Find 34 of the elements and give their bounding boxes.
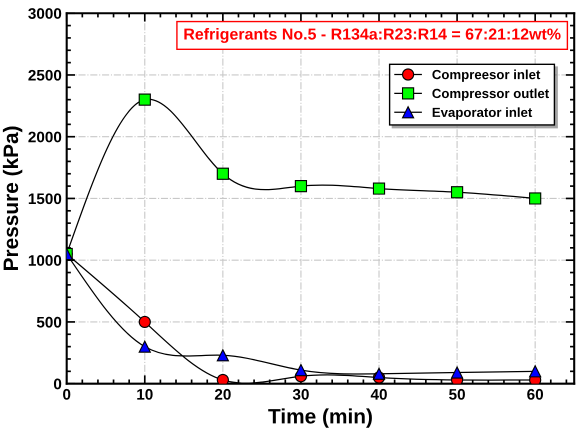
x-tick-label: 10 bbox=[137, 388, 153, 400]
y-tick-label: 3000 bbox=[28, 8, 62, 19]
point bbox=[372, 182, 386, 195]
x-tick-label: 60 bbox=[527, 388, 544, 400]
x-tick-label: 30 bbox=[292, 388, 309, 400]
x-tick-label: 20 bbox=[214, 388, 231, 400]
point bbox=[529, 365, 542, 378]
legend-label: Compreesor inlet bbox=[432, 70, 540, 82]
annotation: Refrigerants No.5 - R134a:R23:R14 = 67:21:12wt% bbox=[184, 28, 561, 43]
y-axis-title: Pressure (kPa) bbox=[2, 126, 22, 270]
y-tick-label: 2000 bbox=[28, 132, 62, 142]
y-tick-label: 1000 bbox=[28, 255, 62, 266]
point bbox=[450, 366, 464, 379]
point bbox=[138, 340, 151, 353]
point bbox=[294, 180, 308, 192]
y-tick-label: 1500 bbox=[28, 193, 62, 204]
x-tick-label: 40 bbox=[370, 388, 387, 400]
point bbox=[372, 368, 386, 380]
point bbox=[529, 192, 542, 205]
point bbox=[216, 349, 229, 362]
x-tick-label: 50 bbox=[449, 388, 465, 400]
y-tick-label: 0 bbox=[54, 378, 62, 390]
point bbox=[138, 94, 151, 106]
legend-label: Evaporator inlet bbox=[432, 107, 532, 120]
point bbox=[294, 364, 308, 376]
legend-label: Compressor outlet bbox=[432, 88, 549, 101]
point bbox=[138, 316, 151, 328]
point bbox=[216, 168, 229, 180]
x-tick-label: 0 bbox=[63, 388, 70, 400]
point bbox=[450, 186, 464, 198]
y-tick-label: 2500 bbox=[28, 70, 62, 81]
y-tick-label: 500 bbox=[36, 316, 62, 328]
point bbox=[216, 374, 229, 384]
x-axis-title: Time (min) bbox=[268, 408, 372, 428]
